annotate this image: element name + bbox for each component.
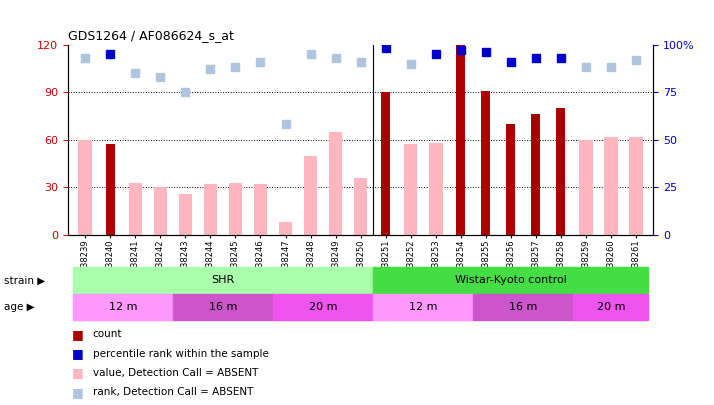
- Text: ■: ■: [71, 386, 83, 399]
- Text: ■: ■: [71, 347, 83, 360]
- Text: value, Detection Call = ABSENT: value, Detection Call = ABSENT: [93, 368, 258, 378]
- Bar: [629, 136, 643, 235]
- Bar: [178, 194, 192, 235]
- Bar: [373, 267, 648, 294]
- Bar: [273, 294, 373, 320]
- Bar: [604, 136, 618, 235]
- Text: strain ▶: strain ▶: [4, 275, 45, 286]
- Bar: [579, 140, 593, 235]
- Bar: [173, 294, 273, 320]
- Bar: [253, 184, 267, 235]
- Text: age ▶: age ▶: [4, 302, 34, 312]
- Text: count: count: [93, 329, 122, 339]
- Text: 16 m: 16 m: [208, 302, 237, 312]
- Bar: [73, 294, 173, 320]
- Bar: [353, 178, 368, 235]
- Text: 20 m: 20 m: [308, 302, 337, 312]
- Text: rank, Detection Call = ABSENT: rank, Detection Call = ABSENT: [93, 388, 253, 397]
- Bar: [573, 294, 648, 320]
- Bar: [373, 294, 473, 320]
- Bar: [203, 184, 217, 235]
- Bar: [278, 222, 293, 235]
- Text: 12 m: 12 m: [109, 302, 137, 312]
- Bar: [73, 267, 373, 294]
- Text: 12 m: 12 m: [409, 302, 438, 312]
- Text: ■: ■: [71, 367, 83, 379]
- Bar: [154, 187, 167, 235]
- Bar: [428, 143, 443, 235]
- Bar: [381, 92, 390, 235]
- Text: GDS1264 / AF086624_s_at: GDS1264 / AF086624_s_at: [68, 29, 233, 42]
- Bar: [79, 140, 92, 235]
- Bar: [473, 294, 573, 320]
- Bar: [228, 183, 242, 235]
- Bar: [506, 124, 516, 235]
- Bar: [106, 145, 115, 235]
- Bar: [303, 156, 318, 235]
- Bar: [481, 91, 490, 235]
- Text: ■: ■: [71, 328, 83, 341]
- Bar: [456, 45, 465, 235]
- Bar: [328, 132, 343, 235]
- Text: 20 m: 20 m: [596, 302, 625, 312]
- Bar: [531, 114, 540, 235]
- Bar: [556, 108, 565, 235]
- Text: 16 m: 16 m: [509, 302, 538, 312]
- Bar: [403, 145, 418, 235]
- Text: percentile rank within the sample: percentile rank within the sample: [93, 349, 268, 358]
- Text: Wistar-Kyoto control: Wistar-Kyoto control: [455, 275, 567, 286]
- Bar: [129, 183, 142, 235]
- Text: SHR: SHR: [211, 275, 235, 286]
